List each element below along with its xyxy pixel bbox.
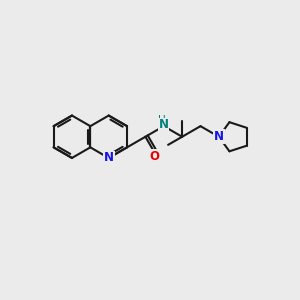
Text: N: N: [104, 152, 114, 164]
Text: N: N: [159, 118, 169, 131]
Text: O: O: [149, 150, 160, 163]
Text: N: N: [214, 130, 224, 143]
Text: N: N: [214, 130, 224, 143]
Text: H: H: [158, 115, 166, 125]
